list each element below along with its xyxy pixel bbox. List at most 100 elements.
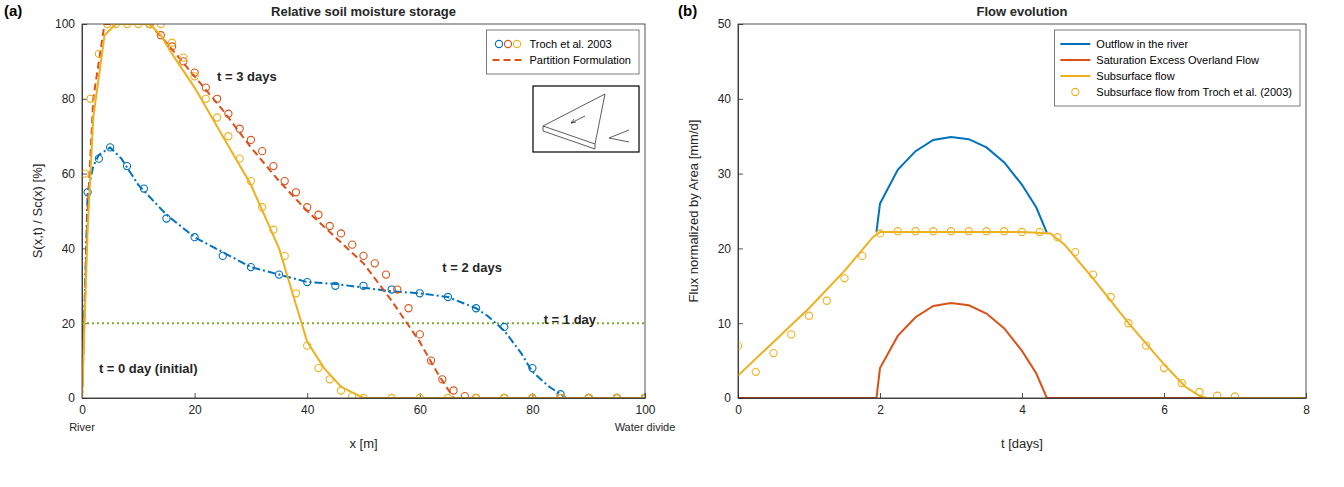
x-tick-label: 2 (877, 403, 884, 417)
data-point (805, 312, 812, 319)
y-tick-label: 40 (718, 92, 732, 106)
data-point (270, 163, 277, 170)
y-tick-mark (738, 248, 743, 249)
legend-swatch (1072, 88, 1079, 95)
plot-background (82, 24, 645, 398)
data-point (168, 39, 175, 46)
scatter-series (738, 228, 1239, 398)
data-point (894, 228, 901, 235)
y-tick: 40 (62, 242, 87, 256)
data-point (770, 350, 777, 357)
x-tick-label: 0 (79, 403, 86, 417)
y-tick-mark (738, 323, 743, 324)
data-point (1089, 271, 1096, 278)
data-point (1214, 392, 1221, 398)
data-point (394, 286, 401, 293)
legend-swatch (1060, 76, 1090, 77)
data-line (82, 24, 645, 398)
plot-frame (738, 24, 1306, 398)
data-point (371, 260, 378, 267)
x-tick: 100 (635, 393, 655, 417)
legend-marker (495, 40, 502, 47)
x-tick: 6 (1161, 393, 1168, 417)
y-tick-mark (738, 174, 743, 175)
y-axis: 01020304050 (718, 17, 743, 405)
data-line (82, 24, 645, 398)
legend-label: Outflow in the river (1096, 38, 1188, 50)
data-line (876, 137, 1046, 233)
x-axis-title: x [m] (349, 436, 377, 451)
legend-label: Troch et al. 2003 (530, 38, 612, 50)
inset-shape (543, 126, 595, 149)
curve-annotation: t = 3 days (217, 69, 277, 84)
inset-shape (609, 130, 629, 142)
data-line (738, 303, 1306, 398)
x-tick-label: 20 (188, 403, 202, 417)
data-point (752, 368, 759, 375)
data-point (349, 241, 356, 248)
x-tick-label: 4 (1019, 403, 1026, 417)
data-line (82, 147, 645, 398)
x-tick: 40 (301, 393, 315, 417)
legend-marker (504, 40, 511, 47)
y-tick-label: 80 (62, 92, 76, 106)
plot-background (738, 24, 1306, 398)
legend-line (1060, 75, 1090, 77)
data-point (259, 148, 266, 155)
legend: Troch et al. 2003 Partition Formulation (487, 30, 640, 74)
x-tick: 80 (526, 393, 540, 417)
y-tick-label: 10 (718, 317, 732, 331)
data-point (1018, 228, 1025, 235)
x-axis-title: t [days] (1001, 436, 1043, 451)
data-point (1036, 228, 1043, 235)
legend-line (1060, 59, 1090, 61)
x-tick: 60 (414, 393, 428, 417)
x-tick-mark (880, 393, 881, 398)
data-point (1160, 364, 1167, 371)
y-tick-label: 50 (718, 17, 732, 31)
x-tick-label: 100 (635, 403, 655, 417)
data-point (876, 230, 883, 237)
data-point (1072, 249, 1079, 256)
data-point (965, 228, 972, 235)
data-point (360, 252, 367, 259)
x-tick-label: 80 (526, 403, 540, 417)
y-tick-label: 0 (724, 391, 731, 405)
plot-frame (82, 24, 645, 398)
data-point (405, 305, 412, 312)
legend-label: Partition Formulation (530, 54, 632, 66)
data-point (180, 54, 187, 61)
x-axis: 0 20 40 60 80 100 (79, 393, 656, 417)
panel: 0246801020304050Flow evolution(b)t [days… (678, 2, 1310, 451)
y-tick-label: 60 (62, 167, 76, 181)
legend-box (487, 30, 640, 74)
y-tick-label: 100 (55, 17, 75, 31)
data-point (315, 211, 322, 218)
data-marks (738, 137, 1306, 398)
curve-annotation: t = 2 days (442, 260, 502, 275)
data-point (1178, 379, 1185, 386)
inset-arrow (571, 116, 585, 123)
panel-label: (a) (4, 2, 22, 19)
x-tick-label: 8 (1303, 403, 1310, 417)
data-point (1125, 320, 1132, 327)
legend-line (493, 59, 524, 61)
inset-box (533, 86, 639, 152)
curve-annotation: t = 0 day (initial) (99, 361, 198, 376)
data-point (292, 189, 299, 196)
data-point (87, 95, 94, 102)
data-point (738, 342, 742, 349)
y-tick: 30 (718, 167, 743, 181)
y-tick: 10 (718, 317, 743, 331)
y-tick-label: 40 (62, 242, 76, 256)
legend-label: Subsurface flow (1096, 70, 1174, 82)
y-tick: 60 (62, 167, 87, 181)
x-tick: 20 (188, 393, 202, 417)
data-point (315, 364, 322, 371)
y-tick: 40 (718, 92, 743, 106)
x-tick: 8 (1303, 393, 1310, 417)
scatter-series (82, 24, 645, 398)
legend-swatch (1060, 60, 1090, 61)
inset-sketch (533, 86, 639, 152)
legend-swatch (1060, 44, 1090, 45)
